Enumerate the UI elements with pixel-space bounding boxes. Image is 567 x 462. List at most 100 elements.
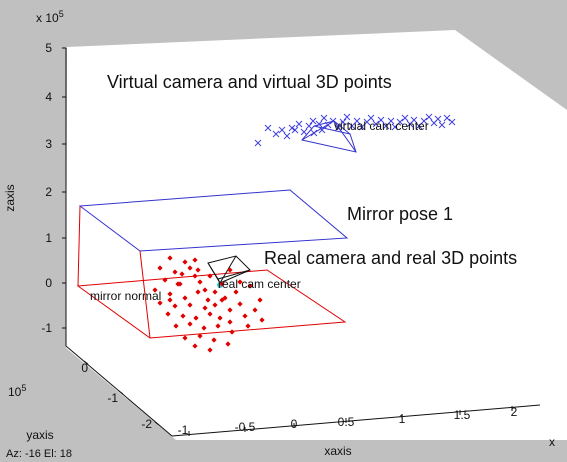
real-point bbox=[197, 333, 203, 339]
z-tick-label: 1 bbox=[45, 231, 52, 245]
mirror-edge-left bbox=[77, 205, 81, 287]
virtual-point bbox=[396, 118, 404, 126]
virtual-point bbox=[272, 130, 280, 138]
real-point bbox=[207, 273, 213, 279]
real-point bbox=[182, 259, 188, 265]
z-tick-label: 2 bbox=[45, 185, 52, 199]
virtual-point bbox=[434, 115, 442, 123]
real-point bbox=[167, 255, 173, 261]
real-point bbox=[187, 321, 193, 327]
virtual-point bbox=[315, 120, 323, 128]
real-point bbox=[207, 347, 213, 353]
real-title: Real camera and real 3D points bbox=[264, 248, 517, 268]
real-points-group bbox=[152, 255, 265, 353]
real-point bbox=[215, 323, 221, 329]
virtual-point bbox=[343, 113, 351, 121]
real-point bbox=[237, 279, 243, 285]
virtual-point bbox=[324, 121, 332, 129]
mirror-plane-pose-1 bbox=[78, 189, 349, 252]
real-point bbox=[195, 289, 201, 295]
virtual-point bbox=[410, 116, 418, 124]
virtual-point bbox=[310, 129, 318, 137]
virtual-point bbox=[443, 114, 451, 122]
x-tick-label: -1 bbox=[178, 423, 189, 437]
x-tick-label: 2 bbox=[511, 405, 518, 419]
mirror-plane-real bbox=[76, 269, 347, 339]
virtual-point bbox=[295, 120, 303, 128]
real-point bbox=[202, 305, 208, 311]
virtual-point bbox=[300, 128, 308, 136]
real-point bbox=[233, 289, 239, 295]
y-exponent-label: 105 bbox=[8, 383, 26, 399]
real-point bbox=[219, 281, 225, 287]
real-point bbox=[187, 302, 193, 308]
z-ticks: 5 4 3 2 1 0 -1 bbox=[41, 41, 66, 335]
real-point bbox=[167, 297, 173, 303]
virtual-point bbox=[353, 117, 361, 125]
virtual-point bbox=[339, 118, 347, 126]
real-point bbox=[193, 315, 199, 321]
virtual-points-group bbox=[254, 113, 456, 147]
virtual-camera bbox=[301, 120, 357, 153]
virtual-point bbox=[329, 117, 337, 125]
real-point bbox=[165, 311, 171, 317]
real-point bbox=[201, 325, 207, 331]
y-ticks: -2 -1 0 bbox=[81, 360, 160, 431]
real-point bbox=[167, 291, 173, 297]
x-tick-label: -0.5 bbox=[235, 420, 256, 434]
virtual-point bbox=[448, 118, 456, 126]
mirror-normal-label: mirror normal bbox=[90, 289, 161, 303]
virtual-point bbox=[372, 120, 380, 128]
real-point bbox=[227, 307, 233, 313]
real-point bbox=[175, 281, 181, 287]
axes-face bbox=[66, 30, 567, 440]
real-point bbox=[217, 315, 223, 321]
real-point bbox=[212, 302, 218, 308]
real-point bbox=[162, 277, 168, 283]
z-tick-label: -1 bbox=[41, 321, 52, 335]
virtual-point bbox=[387, 117, 395, 125]
y-tick-label: 0 bbox=[81, 361, 88, 375]
virtual-point bbox=[377, 116, 385, 124]
virtual-point bbox=[420, 117, 428, 125]
real-point bbox=[205, 297, 211, 303]
virtual-point bbox=[264, 124, 272, 132]
virtual-point bbox=[291, 126, 299, 134]
real-point bbox=[192, 273, 198, 279]
virtual-point bbox=[425, 113, 433, 121]
virtual-point bbox=[288, 124, 296, 132]
mirror-pose-label: Mirror pose 1 bbox=[347, 204, 453, 224]
real-point bbox=[182, 335, 188, 341]
virtual-point bbox=[334, 124, 342, 132]
real-point bbox=[207, 311, 213, 317]
real-point bbox=[227, 267, 233, 273]
z-exponent-label: x 105 bbox=[36, 9, 64, 25]
virtual-cam-label: virtual cam center bbox=[334, 119, 429, 133]
real-point bbox=[227, 319, 233, 325]
real-point bbox=[245, 323, 251, 329]
real-point bbox=[157, 265, 163, 271]
real-point bbox=[197, 279, 203, 285]
real-point bbox=[187, 265, 193, 271]
real-point bbox=[195, 267, 201, 273]
virtual-point bbox=[283, 132, 291, 140]
virtual-point bbox=[254, 139, 262, 147]
real-point bbox=[211, 337, 217, 343]
x-tick-label: 1.5 bbox=[454, 408, 471, 422]
real-point bbox=[157, 300, 163, 306]
x-axis-end-label: x bbox=[549, 435, 555, 449]
x-tick-label: 0.5 bbox=[338, 415, 355, 429]
x-tick-label: 0 bbox=[291, 417, 298, 431]
virtual-point bbox=[320, 114, 328, 122]
real-point bbox=[252, 307, 258, 313]
real-point bbox=[202, 287, 208, 293]
real-point bbox=[259, 317, 265, 323]
real-point bbox=[225, 341, 231, 347]
real-point bbox=[192, 257, 198, 263]
x-axis-line bbox=[171, 404, 541, 437]
real-point bbox=[180, 313, 186, 319]
virtual-title: Virtual camera and virtual 3D points bbox=[107, 72, 392, 92]
y-tick-label: -2 bbox=[141, 417, 152, 431]
